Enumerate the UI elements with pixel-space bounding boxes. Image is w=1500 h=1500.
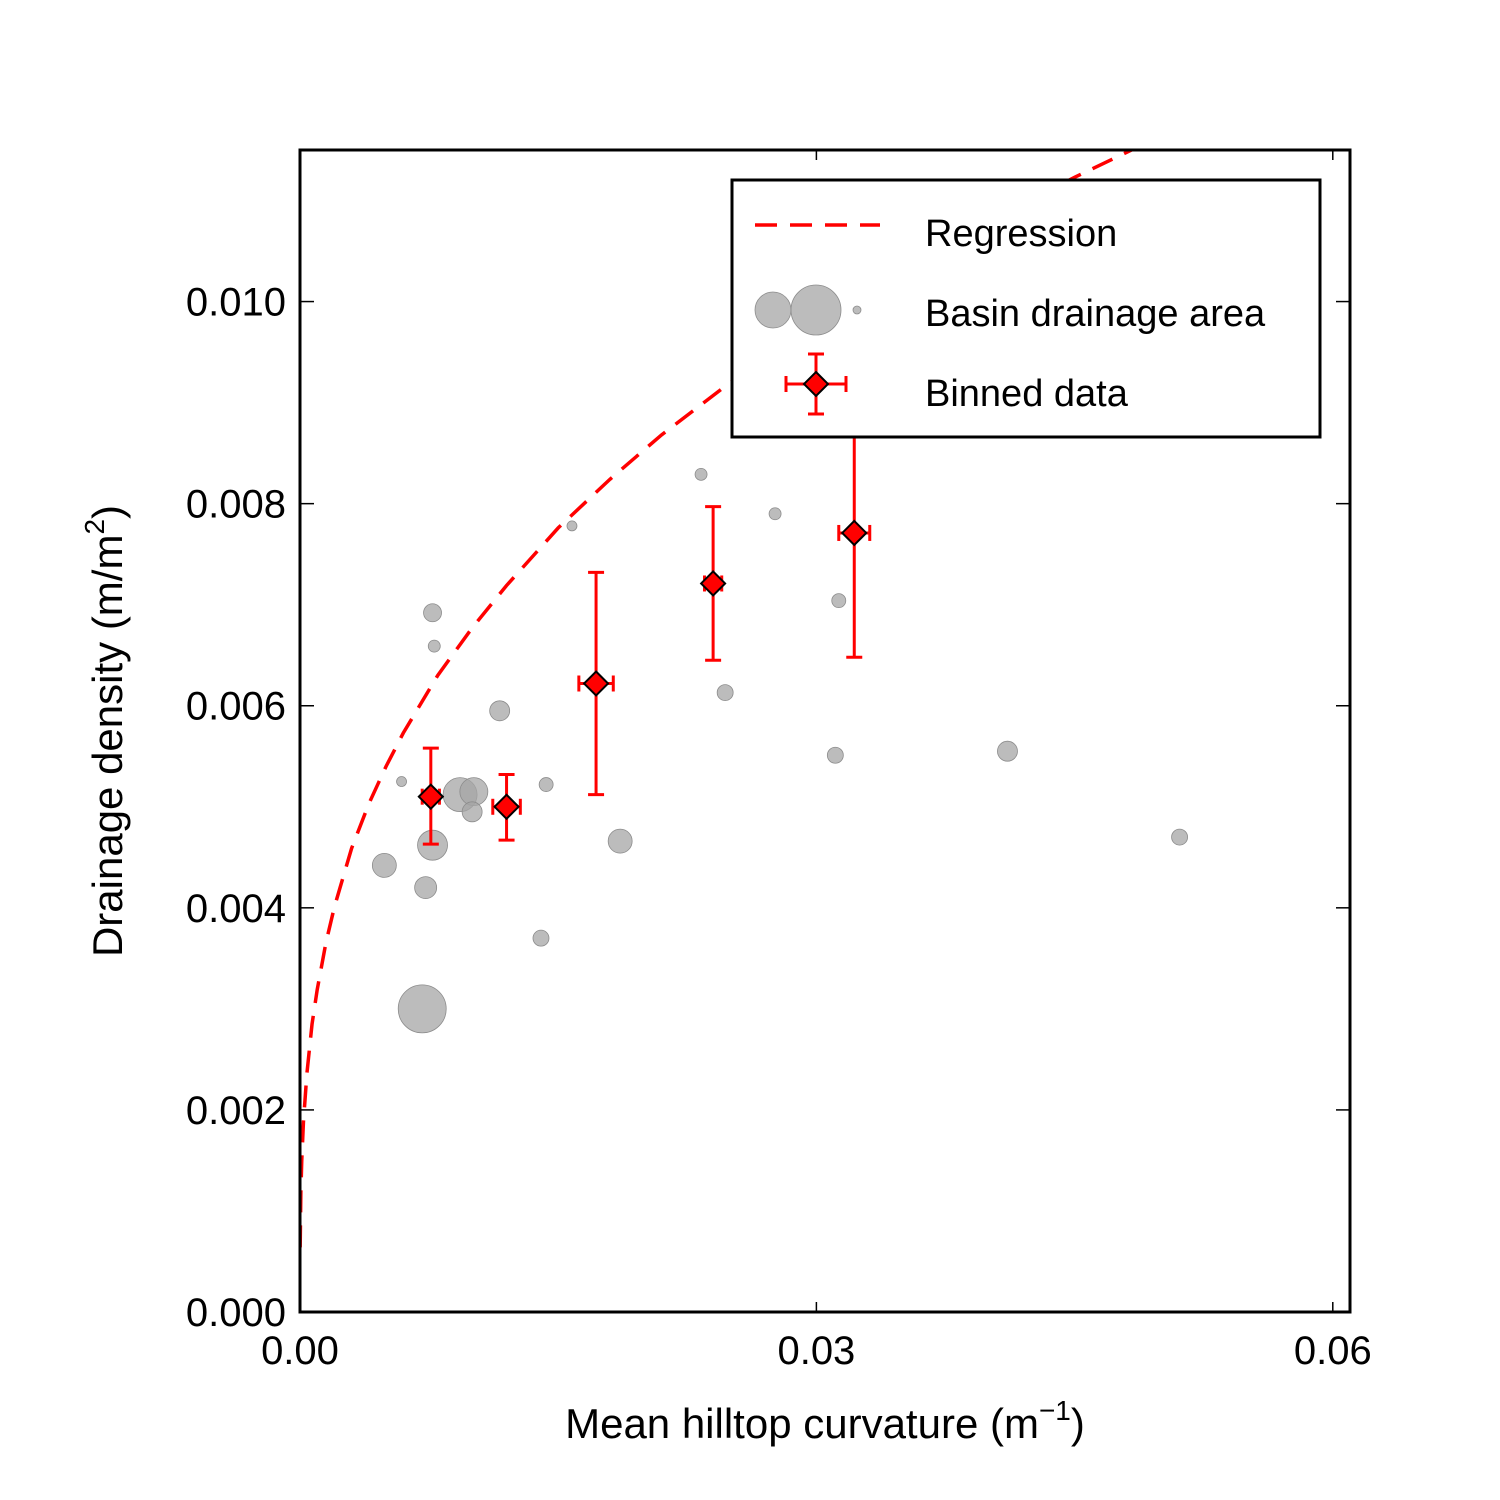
y-tick-label: 0.004 — [186, 887, 286, 931]
legend-regression-label: Regression — [925, 213, 1117, 255]
basin-point — [532, 929, 550, 947]
legend-binned-swatch — [802, 370, 830, 398]
bubble-series — [371, 467, 1188, 1034]
y-tick-label: 0.000 — [186, 1291, 286, 1335]
basin-point — [826, 746, 844, 764]
binned-point — [417, 783, 445, 811]
legend-binned-label: Binned data — [925, 373, 1129, 415]
x-tick-label: 0.06 — [1294, 1329, 1372, 1373]
y-axis-label-close: ) — [84, 505, 131, 519]
legend: Regression Basin drainage area Binned data — [730, 178, 1322, 439]
axis-ticks: 0.00 0.03 0.06 0.000 0.002 0.004 0.006 0.008 0.0… — [186, 150, 1372, 1373]
basin-point — [427, 639, 441, 653]
basin-point — [414, 876, 438, 900]
basin-point — [566, 520, 578, 532]
basin-point — [716, 684, 734, 702]
regression-series — [300, 150, 1136, 1248]
x-tick-label: 0.00 — [261, 1329, 339, 1373]
binned-point — [699, 570, 727, 597]
legend-bubble-swatch — [790, 284, 842, 336]
y-tick-label: 0.008 — [186, 483, 286, 527]
basin-point — [607, 828, 633, 854]
legend-bubble-swatch — [754, 291, 792, 329]
binned-point — [582, 670, 610, 697]
legend-bubble-swatch — [852, 305, 862, 315]
x-axis-label-text: Mean hilltop curvature (m — [565, 1400, 1039, 1447]
basin-point — [371, 852, 397, 878]
basin-point — [489, 700, 511, 722]
basin-point — [396, 776, 407, 787]
legend-entry-regression: Regression — [755, 213, 1117, 255]
binned-series — [417, 407, 872, 846]
plot-frame — [298, 148, 1352, 1314]
svg-text:Mean hilltop curvature (m−1): Mean hilltop curvature (m−1) — [565, 1395, 1085, 1447]
basin-point — [768, 507, 782, 521]
y-axis-label-text: Drainage density (m/m — [84, 535, 131, 957]
basin-point — [397, 984, 447, 1034]
legend-entry-binned: Binned data — [784, 352, 1129, 416]
y-tick-label: 0.006 — [186, 685, 286, 729]
binned-point — [840, 519, 868, 547]
regression-line — [300, 150, 1136, 1248]
basin-point — [831, 593, 847, 609]
x-axis-label-close: ) — [1071, 1400, 1085, 1447]
x-axis-label-exponent: −1 — [1039, 1395, 1071, 1426]
basin-point — [694, 467, 708, 481]
svg-text:Drainage density (m/m2): Drainage density (m/m2) — [79, 505, 131, 957]
basin-point — [997, 740, 1018, 762]
basin-point — [459, 777, 489, 807]
y-tick-label: 0.002 — [186, 1089, 286, 1133]
y-tick-label: 0.010 — [186, 281, 286, 325]
basin-point — [461, 801, 483, 823]
basin-point — [538, 777, 554, 792]
legend-entry-basin-area: Basin drainage area — [754, 284, 1266, 336]
x-axis-label: Mean hilltop curvature (m−1) — [565, 1395, 1085, 1447]
x-tick-label: 0.03 — [777, 1329, 855, 1373]
legend-basin-area-label: Basin drainage area — [925, 293, 1266, 335]
binned-point — [493, 793, 520, 821]
y-axis-label-exponent: 2 — [79, 519, 110, 535]
basin-point — [423, 603, 442, 623]
y-axis-label: Drainage density (m/m2) — [79, 505, 131, 957]
basin-point — [1171, 828, 1188, 846]
